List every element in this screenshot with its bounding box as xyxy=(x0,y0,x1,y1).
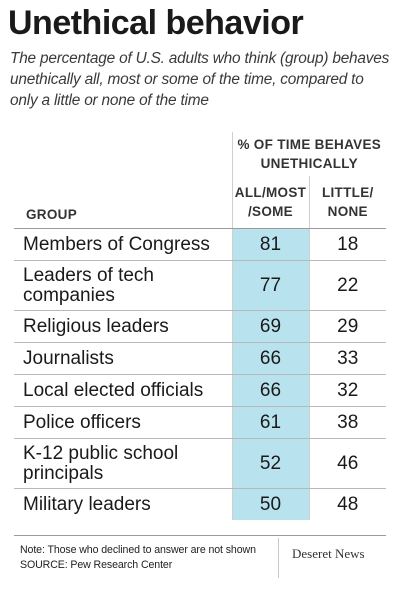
all-most-some-value: 50 xyxy=(231,488,309,520)
table-row: Members of Congress 81 18 xyxy=(14,228,386,261)
percent-time-super-header: % OF TIME BEHAVES UNETHICALLY xyxy=(231,132,386,176)
all-most-some-value: 52 xyxy=(231,438,309,489)
table-row: Police officers 61 38 xyxy=(14,406,386,439)
credit-separator xyxy=(278,538,279,578)
group-cell: Military leaders xyxy=(23,493,151,515)
little-none-value: 38 xyxy=(308,406,386,439)
footer-note-block: Note: Those who declined to answer are n… xyxy=(20,543,256,573)
little-none-value: 29 xyxy=(308,310,386,343)
all-most-some-column-header: ALL/MOST /SOME xyxy=(231,176,309,229)
chart-subtitle: The percentage of U.S. adults who think … xyxy=(10,50,390,109)
all-most-some-value: 81 xyxy=(231,228,309,261)
little-none-value: 32 xyxy=(308,374,386,407)
little-none-value: 46 xyxy=(308,438,386,489)
footer-source: SOURCE: Pew Research Center xyxy=(20,559,173,571)
all-most-some-value: 66 xyxy=(231,374,309,407)
super-header-line1: % OF TIME BEHAVES xyxy=(237,137,382,152)
footer-divider xyxy=(14,535,386,536)
footer-note: Note: Those who declined to answer are n… xyxy=(20,544,256,556)
table-row: Journalists 66 33 xyxy=(14,342,386,375)
data-table-container: GROUP % OF TIME BEHAVES UNETHICALLY ALL/… xyxy=(14,132,386,520)
little-header-line2: NONE xyxy=(327,204,368,219)
table-row: K-12 public school principals 52 46 xyxy=(14,438,386,489)
all-header-line1: ALL/MOST xyxy=(234,185,307,200)
table-row: Religious leaders 69 29 xyxy=(14,310,386,343)
all-most-some-value: 66 xyxy=(231,342,309,375)
little-none-value: 18 xyxy=(308,228,386,261)
little-none-value: 22 xyxy=(308,260,386,311)
group-cell: Journalists xyxy=(14,342,232,375)
group-cell: Local elected officials xyxy=(14,374,232,407)
all-header-line2: /SOME xyxy=(247,204,293,219)
little-none-value: 48 xyxy=(308,488,386,520)
publisher-credit: Deseret News xyxy=(292,546,365,561)
data-table: GROUP % OF TIME BEHAVES UNETHICALLY ALL/… xyxy=(14,132,386,520)
group-cell: Police officers xyxy=(14,406,232,439)
table-row: Local elected officials 66 32 xyxy=(14,374,386,407)
group-cell: Leaders of tech companies xyxy=(14,260,232,311)
all-most-some-value: 61 xyxy=(231,406,309,439)
table-body: Members of Congress 81 18 Leaders of tech c… xyxy=(14,228,386,520)
group-cell: K-12 public school principals xyxy=(14,438,232,489)
table-row: Leaders of tech companies 77 22 xyxy=(14,260,386,311)
super-header-line2: UNETHICALLY xyxy=(260,156,358,171)
chart-title: Unethical behavior xyxy=(8,4,304,42)
group-cell: Religious leaders xyxy=(14,310,232,343)
group-column-header: GROUP xyxy=(14,132,232,229)
all-most-some-value: 69 xyxy=(231,310,309,343)
all-most-some-value: 77 xyxy=(231,260,309,311)
little-none-column-header: LITTLE/ NONE xyxy=(308,176,386,229)
table-row: Military leaders 50 48 xyxy=(14,488,386,520)
little-none-value: 33 xyxy=(308,342,386,375)
little-header-line1: LITTLE/ xyxy=(321,185,374,200)
group-cell: Members of Congress xyxy=(14,228,232,261)
